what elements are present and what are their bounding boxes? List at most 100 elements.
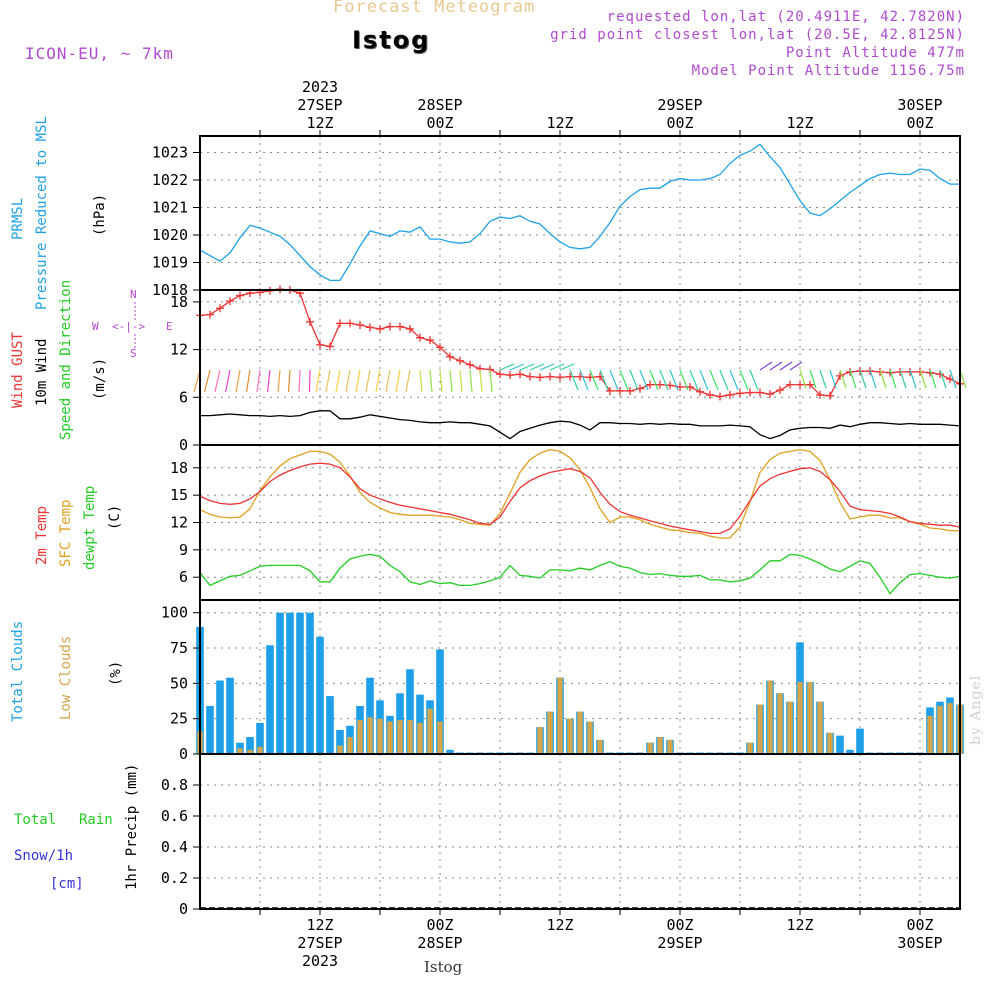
precip-unit: 1hr Precip (mm) [124, 764, 140, 890]
total-cloud-bar [206, 705, 214, 754]
wind-gust-label: Wind GUST [10, 332, 26, 408]
low-cloud-bar [387, 721, 393, 754]
wind-direction-arrow [879, 369, 887, 389]
gust-marker [826, 391, 834, 400]
wind-direction-arrow [335, 369, 341, 393]
pressure-ytick-label: 1022 [152, 171, 188, 189]
total-cloud-bar [226, 677, 234, 754]
wind-direction-arrow [789, 361, 803, 371]
total-cloud-bar [846, 749, 854, 754]
grid-layer [200, 136, 960, 910]
low-cloud-bar [237, 748, 243, 754]
wind-direction-arrow [939, 369, 947, 389]
gust-marker [656, 380, 664, 389]
wind-direction-arrow [599, 369, 609, 391]
low-cloud-bar [257, 746, 263, 754]
low-cloud-bar [587, 721, 593, 754]
wind-direction-arrow [729, 369, 739, 391]
low-cloud-bar [567, 718, 573, 754]
wind-direction-arrow [405, 369, 411, 393]
wind-direction-arrow [569, 369, 579, 391]
wind-direction-arrow [669, 369, 679, 391]
wind-direction-arrow [287, 369, 291, 393]
top-time-label: 30SEP [897, 96, 942, 114]
bottom-time-label: 29SEP [657, 934, 702, 952]
gust-marker [796, 380, 804, 389]
wind-direction-arrow [739, 369, 749, 391]
gust-marker [746, 388, 754, 397]
low-cloud-bar [437, 721, 443, 754]
compass-dirs: <-|-> [112, 320, 145, 333]
cloud-ytick-label: 100 [161, 604, 188, 622]
wind-direction-arrow [449, 369, 453, 393]
wind-direction-arrow [649, 369, 659, 391]
station-title: Istog [352, 26, 431, 54]
pressure-ytick-label: 1018 [152, 281, 188, 299]
gust-marker [306, 317, 314, 326]
total-cloud-bar [366, 677, 374, 754]
low-cloud-bar [367, 717, 373, 754]
wind-direction-arrow [609, 369, 619, 391]
gust-marker [236, 291, 244, 300]
cloud-ytick-label: 0 [179, 745, 188, 763]
cloud-ytick-label: 75 [170, 639, 188, 657]
wind-unit: (m/s) [92, 358, 108, 400]
low-cloud-bar [357, 720, 363, 754]
wind-ytick-label: 12 [170, 341, 188, 359]
wind-direction-arrow [385, 369, 391, 393]
low-cloud-bar [417, 722, 423, 754]
pressure-line [199, 143, 960, 282]
gust-marker [756, 388, 764, 397]
total-clouds-label: Total Clouds [10, 621, 26, 722]
wind-direction-arrow [699, 369, 709, 391]
precip-ytick-label: 0 [179, 900, 188, 918]
gust-marker [716, 392, 724, 401]
dewpt-line [199, 553, 961, 595]
gust-marker [616, 386, 624, 395]
gust-marker [496, 370, 504, 379]
total-cloud-bar [316, 636, 324, 754]
cloud-ytick-label: 50 [170, 674, 188, 692]
bottom-time-label: 12Z [306, 916, 333, 934]
low-cloud-bar [397, 720, 403, 754]
wind-ytick-label: 0 [179, 436, 188, 454]
wind-direction-arrow [579, 369, 589, 391]
data-layer [193, 143, 967, 909]
low-cloud-bar [657, 737, 663, 754]
wind-compass: N W <-|-> E S [92, 288, 173, 360]
gust-marker [336, 319, 344, 328]
wind-direction-arrow [214, 369, 221, 393]
wind-direction-arrow [375, 369, 381, 393]
wind-direction-arrow [365, 369, 371, 393]
pressure-ytick-label: 1021 [152, 199, 188, 217]
wind-direction-arrow [779, 361, 793, 371]
gust-marker [206, 310, 214, 319]
wind-direction-arrow [709, 369, 719, 391]
top-time-label: 12Z [786, 114, 813, 132]
gust-marker [836, 371, 844, 380]
low-cloud-bar [347, 737, 353, 754]
total-cloud-bar [446, 749, 454, 754]
bottom-time-label: 00Z [426, 916, 453, 934]
bottom-time-label: 12Z [546, 916, 573, 934]
gust-marker [776, 386, 784, 395]
total-cloud-bar [296, 612, 304, 754]
gust-marker [736, 389, 744, 398]
pressure-ytick-label: 1023 [152, 144, 188, 162]
wind-direction-arrow [759, 361, 773, 371]
gust-marker [806, 380, 814, 389]
total-cloud-bar [326, 696, 334, 754]
wind-direction-arrow [439, 369, 443, 393]
low-cloud-bar [827, 732, 833, 754]
wind-direction-arrow [949, 369, 957, 389]
wind-direction-arrow [469, 369, 473, 393]
low-cloud-bar [817, 701, 823, 754]
bottom-time-label: 30SEP [897, 934, 942, 952]
bottom-time-label: 28SEP [417, 934, 462, 952]
gust-marker [646, 380, 654, 389]
gust-marker [786, 380, 794, 389]
gust-marker [506, 371, 514, 380]
total-label: Total [14, 812, 56, 828]
model-altitude: Model Point Altitude 1156.75m [691, 63, 965, 79]
